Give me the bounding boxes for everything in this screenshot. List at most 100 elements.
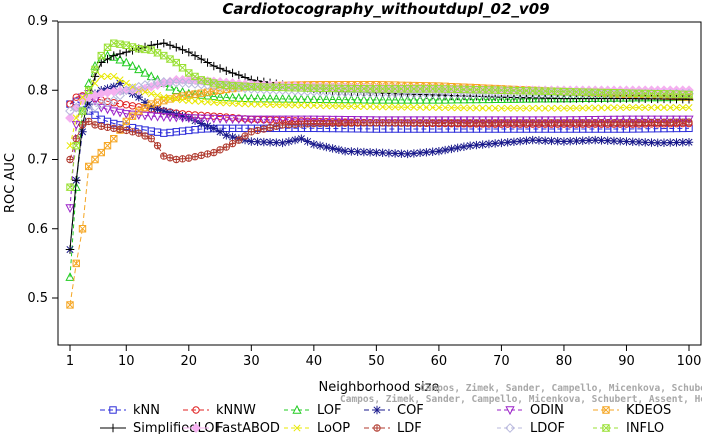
data-point xyxy=(147,90,155,98)
data-point xyxy=(334,94,344,104)
data-point xyxy=(134,64,144,74)
data-point xyxy=(328,119,337,127)
data-point xyxy=(215,64,225,73)
data-point xyxy=(227,115,238,124)
data-point xyxy=(65,245,75,254)
data-point xyxy=(185,154,193,162)
data-point xyxy=(478,140,487,149)
data-point xyxy=(65,183,75,191)
data-point xyxy=(666,138,675,147)
data-point xyxy=(309,140,319,149)
data-point xyxy=(434,146,444,156)
data-point xyxy=(422,148,431,157)
data-point xyxy=(209,91,219,101)
data-point xyxy=(604,119,612,127)
data-point xyxy=(291,101,299,109)
legend-marker xyxy=(373,424,381,432)
data-point xyxy=(447,144,456,154)
data-point xyxy=(371,94,382,104)
data-point xyxy=(346,94,356,104)
data-point xyxy=(135,129,143,137)
data-point xyxy=(491,119,499,127)
series-inflo xyxy=(65,39,694,191)
data-point xyxy=(616,137,625,146)
data-point xyxy=(434,94,444,104)
data-point xyxy=(466,119,474,127)
data-point xyxy=(410,103,418,111)
data-point xyxy=(240,115,250,125)
data-point xyxy=(566,104,574,112)
legend-marker xyxy=(505,406,515,416)
x-tick-label: 100 xyxy=(677,354,702,369)
y-tick-label: 0.9 xyxy=(27,14,48,29)
data-point xyxy=(422,119,431,127)
legend-label: INFLO xyxy=(626,421,664,434)
data-point xyxy=(503,94,513,103)
data-point xyxy=(459,142,469,151)
data-point xyxy=(340,146,350,156)
x-tick-label: 80 xyxy=(556,354,573,369)
data-point xyxy=(471,94,482,104)
data-point xyxy=(685,104,693,112)
legend: kNN kNNW LOF COF ODIN KDEOS SimplifiedLOFFastA… xyxy=(100,403,671,434)
data-point xyxy=(403,94,413,104)
data-point xyxy=(140,111,150,121)
data-point xyxy=(297,134,306,143)
data-point xyxy=(197,54,206,64)
legend-item: kNN xyxy=(100,403,160,418)
data-point xyxy=(409,94,419,104)
data-point xyxy=(441,104,449,112)
data-point xyxy=(122,117,130,126)
data-point xyxy=(579,104,587,112)
legend-label: kNNW xyxy=(216,403,256,418)
data-point xyxy=(72,176,81,185)
data-point xyxy=(341,102,349,110)
data-point xyxy=(78,127,87,136)
data-point xyxy=(397,119,406,127)
data-point xyxy=(147,135,155,143)
data-point xyxy=(160,152,168,160)
data-point xyxy=(228,139,237,148)
data-point xyxy=(504,104,512,112)
data-point xyxy=(359,147,369,157)
data-point xyxy=(216,146,224,154)
data-point xyxy=(610,119,618,127)
data-point xyxy=(227,92,238,102)
legend-item: LDF xyxy=(364,421,422,434)
data-point xyxy=(515,137,525,146)
data-point xyxy=(359,94,369,104)
data-point xyxy=(435,104,443,112)
data-point xyxy=(684,95,694,104)
data-point xyxy=(215,127,225,136)
data-point xyxy=(672,138,681,147)
data-point xyxy=(547,119,556,127)
data-point xyxy=(91,111,99,119)
data-point xyxy=(428,147,437,156)
data-point xyxy=(385,119,393,127)
data-point xyxy=(166,154,174,162)
series-simplifiedlof xyxy=(65,38,694,254)
data-point xyxy=(177,86,188,96)
data-point xyxy=(110,124,118,132)
chart-title: Cardiotocography_withoutdupl_02_v09 xyxy=(222,0,549,18)
data-point xyxy=(71,141,81,150)
data-point xyxy=(252,93,263,103)
data-point xyxy=(528,135,537,145)
data-point xyxy=(685,118,693,126)
data-point xyxy=(597,136,606,145)
data-point xyxy=(404,103,412,111)
data-point xyxy=(103,141,112,150)
data-point xyxy=(379,103,387,111)
data-point xyxy=(209,61,219,71)
data-point xyxy=(72,135,80,143)
data-point xyxy=(65,106,75,116)
legend-label: LOF xyxy=(317,403,342,418)
data-point xyxy=(222,143,231,151)
data-point xyxy=(65,272,75,281)
data-point xyxy=(253,126,262,135)
data-point xyxy=(535,104,543,112)
series-knn xyxy=(66,97,693,137)
data-point xyxy=(428,119,437,127)
data-point xyxy=(647,138,656,147)
data-point xyxy=(254,100,262,108)
